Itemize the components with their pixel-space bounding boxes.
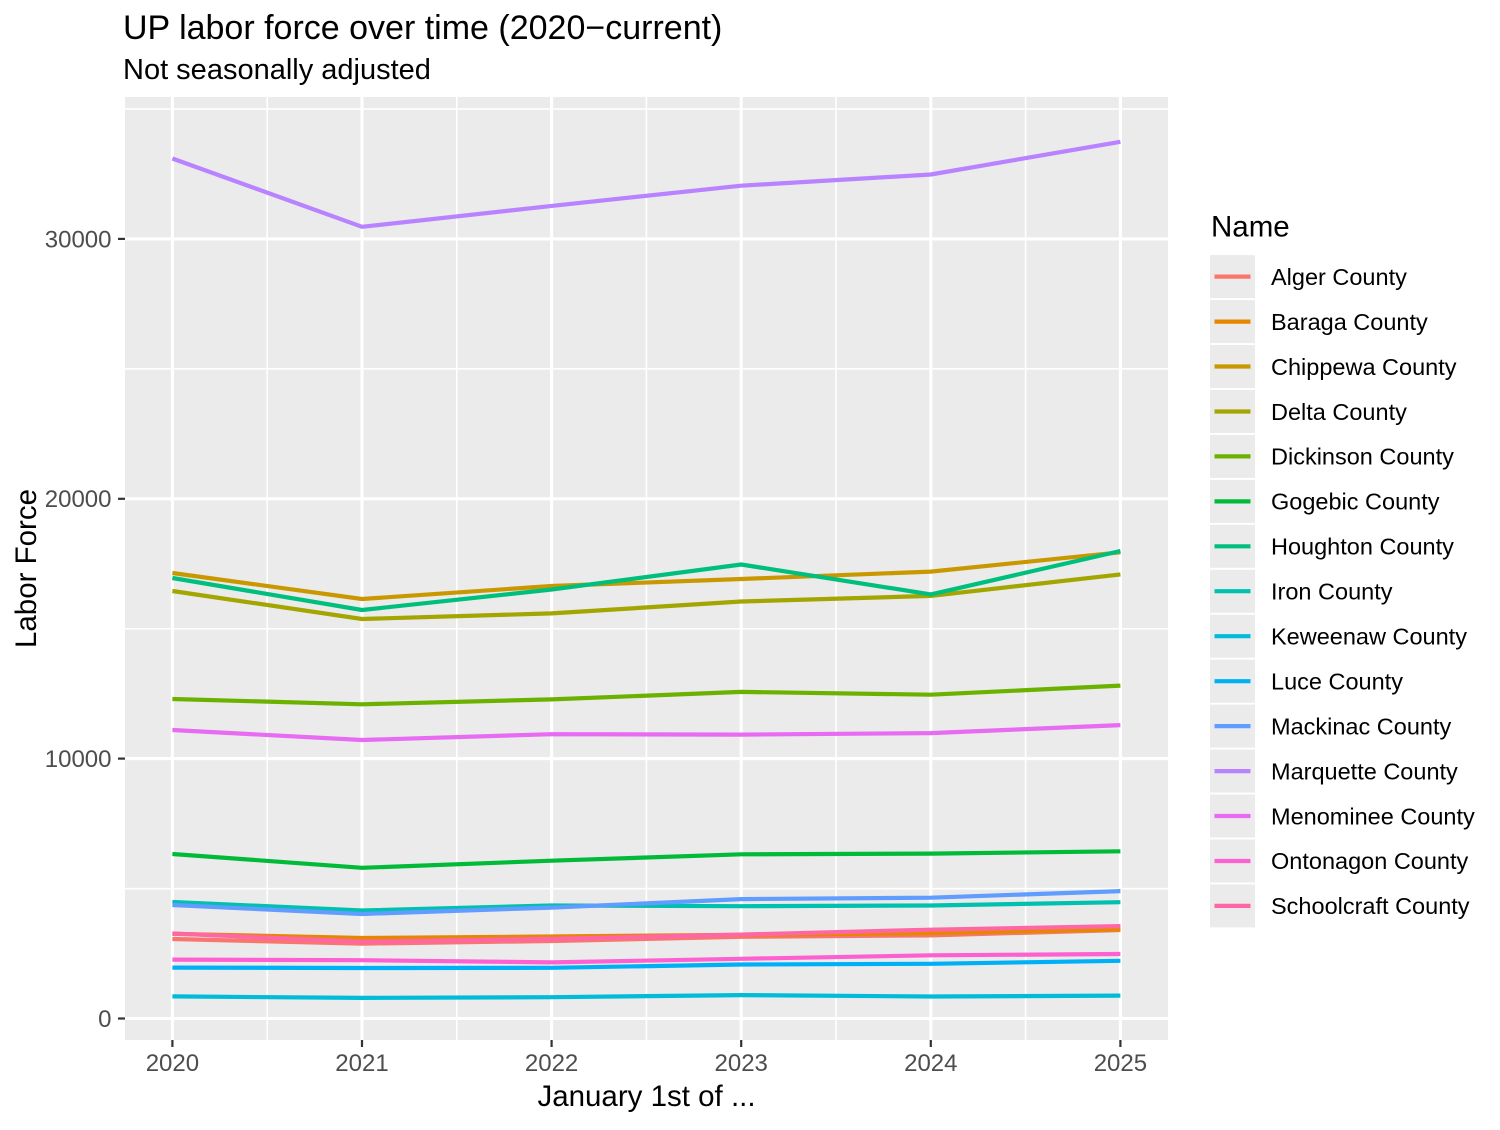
- svg-text:10000: 10000: [45, 746, 112, 773]
- svg-text:Dickinson County: Dickinson County: [1271, 444, 1454, 470]
- svg-text:Name: Name: [1211, 210, 1290, 243]
- svg-text:Baraga County: Baraga County: [1271, 309, 1428, 335]
- svg-text:Menominee County: Menominee County: [1271, 803, 1475, 829]
- svg-text:Houghton County: Houghton County: [1271, 534, 1454, 560]
- svg-text:2023: 2023: [715, 1050, 768, 1077]
- svg-text:Iron County: Iron County: [1271, 579, 1393, 605]
- svg-text:2024: 2024: [904, 1050, 957, 1077]
- svg-text:Schoolcraft County: Schoolcraft County: [1271, 893, 1470, 919]
- svg-text:Chippewa County: Chippewa County: [1271, 354, 1457, 380]
- svg-text:UP labor force over time (2020: UP labor force over time (2020−current): [123, 9, 722, 47]
- svg-text:Ontonagon County: Ontonagon County: [1271, 848, 1469, 874]
- svg-text:Delta County: Delta County: [1271, 399, 1407, 425]
- svg-text:20000: 20000: [45, 486, 112, 513]
- svg-text:2020: 2020: [146, 1050, 199, 1077]
- svg-text:Luce County: Luce County: [1271, 669, 1403, 695]
- svg-text:Alger County: Alger County: [1271, 264, 1407, 290]
- svg-text:January 1st of ...: January 1st of ...: [537, 1080, 755, 1113]
- svg-text:2022: 2022: [525, 1050, 578, 1077]
- svg-text:0: 0: [98, 1006, 111, 1033]
- svg-text:2025: 2025: [1094, 1050, 1147, 1077]
- svg-text:Labor Force: Labor Force: [10, 489, 43, 648]
- svg-text:Keweenaw County: Keweenaw County: [1271, 624, 1467, 650]
- svg-text:Marquette County: Marquette County: [1271, 758, 1458, 784]
- svg-text:30000: 30000: [45, 226, 112, 253]
- svg-text:Mackinac County: Mackinac County: [1271, 713, 1451, 739]
- svg-text:Not seasonally adjusted: Not seasonally adjusted: [123, 54, 431, 86]
- svg-text:2021: 2021: [335, 1050, 388, 1077]
- svg-text:Gogebic County: Gogebic County: [1271, 489, 1440, 515]
